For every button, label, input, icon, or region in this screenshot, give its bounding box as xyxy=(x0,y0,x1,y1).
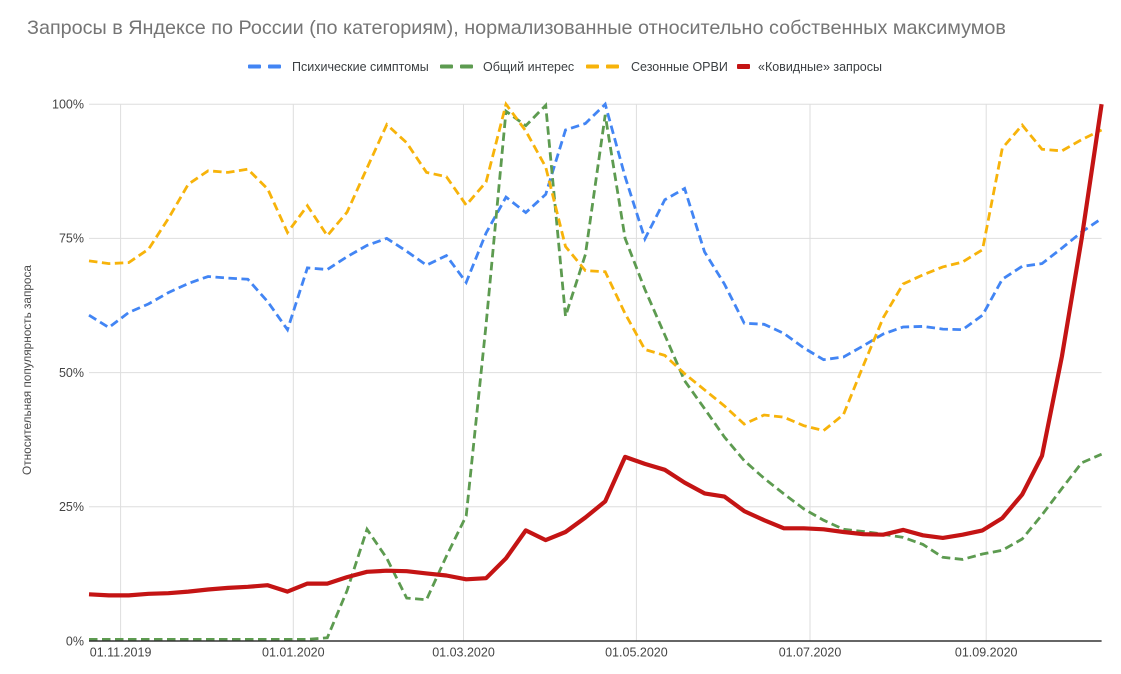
svg-text:100%: 100% xyxy=(52,98,84,112)
svg-text:Общий интерес: Общий интерес xyxy=(483,60,574,74)
svg-text:Сезонные ОРВИ: Сезонные ОРВИ xyxy=(631,60,728,74)
svg-text:0%: 0% xyxy=(66,634,84,648)
svg-text:01.03.2020: 01.03.2020 xyxy=(432,646,495,660)
svg-text:01.07.2020: 01.07.2020 xyxy=(779,646,842,660)
svg-text:75%: 75% xyxy=(59,232,84,246)
svg-text:01.01.2020: 01.01.2020 xyxy=(262,646,325,660)
svg-text:01.05.2020: 01.05.2020 xyxy=(605,646,668,660)
svg-text:01.09.2020: 01.09.2020 xyxy=(955,646,1018,660)
svg-text:«Ковидные» запросы: «Ковидные» запросы xyxy=(758,60,882,74)
svg-text:50%: 50% xyxy=(59,366,84,380)
svg-text:25%: 25% xyxy=(59,500,84,514)
svg-text:Относительная популярность зап: Относительная популярность запроса xyxy=(20,265,34,475)
svg-text:01.11.2019: 01.11.2019 xyxy=(90,646,152,660)
svg-text:Запросы в Яндексе по России (п: Запросы в Яндексе по России (по категори… xyxy=(27,17,1006,39)
svg-text:Психические симптомы: Психические симптомы xyxy=(292,60,429,74)
